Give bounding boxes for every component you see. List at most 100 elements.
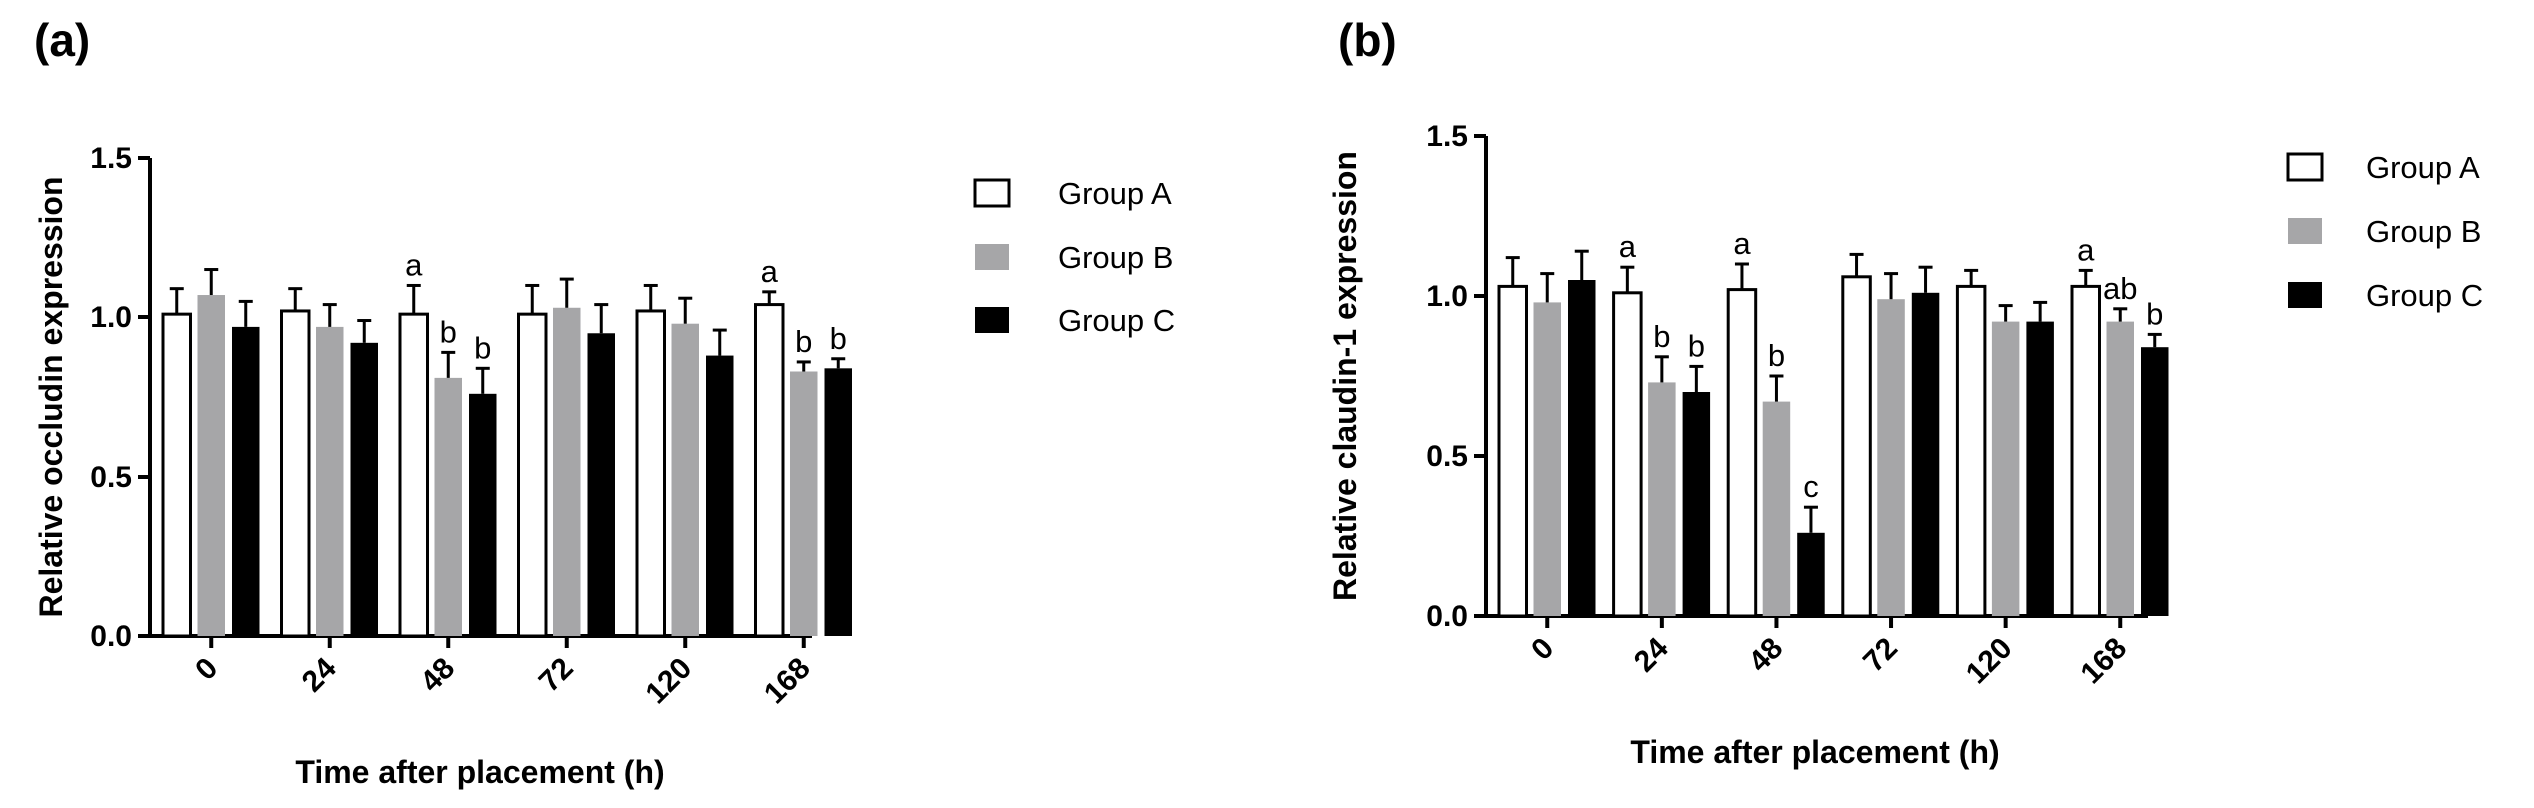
panel-a-ytick-label: 0.0	[90, 620, 132, 653]
panel-a-error-bars	[169, 268, 846, 394]
bar-group-a-72h	[517, 312, 548, 638]
significance-letter: b	[1768, 338, 1785, 373]
panel-b-error-bars	[1505, 249, 2162, 533]
significance-letter: b	[1653, 319, 1670, 354]
bar-group-b-0h	[197, 295, 225, 636]
bar-group-a-48h	[398, 312, 429, 638]
bar-group-b-0h	[1533, 302, 1561, 616]
significance-letter: b	[795, 324, 812, 359]
panel-b-ylabel: Relative claudin-1 expression	[1327, 151, 1363, 601]
bar-group-a-120h	[635, 309, 666, 638]
bar-group-c-48h	[469, 393, 497, 636]
bar-group-a-72h	[1841, 275, 1872, 618]
bar-group-b-24h	[316, 326, 344, 636]
bar-group-a-120h	[1955, 284, 1987, 618]
significance-letter: a	[761, 254, 779, 289]
xtick-label: 24	[296, 651, 343, 698]
xtick-label: 0	[1525, 632, 1560, 667]
significance-letter: b	[440, 314, 457, 349]
panel-b-xlabel: Time after placement (h)	[1630, 734, 1999, 770]
legend-label-group-b: Group B	[2366, 214, 2481, 249]
bar-group-c-0h	[232, 326, 260, 636]
bar-group-b-120h	[1991, 321, 2020, 616]
significance-letter: a	[405, 247, 423, 282]
panel-a-xticks: 0 24 48 72 120 168	[189, 636, 817, 710]
bar-group-b-48h	[1762, 401, 1791, 616]
bar-group-b-24h	[1648, 382, 1676, 616]
xtick-label: 168	[758, 652, 817, 711]
panel-a-ytick-label: 1.0	[90, 301, 132, 334]
panel-b-ytick-label: 1.5	[1426, 120, 1468, 153]
bar-group-a-0h	[1497, 284, 1528, 618]
significance-letter: c	[1803, 469, 1819, 504]
bar-group-a-24h	[1612, 291, 1643, 618]
legend-label-group-b: Group B	[1058, 240, 1173, 275]
panel-b-legend: Group A Group B Group C	[2286, 150, 2483, 313]
bar-group-b-120h	[671, 323, 699, 636]
significance-letter: a	[2077, 232, 2095, 267]
xtick-label: 168	[2074, 632, 2133, 691]
significance-letter: b	[830, 321, 847, 356]
bar-group-c-24h	[1682, 392, 1711, 616]
panel-b: (b) 0.0 0.5 1.0 1.5 Relative claudin-1 e…	[1327, 14, 2483, 770]
legend-swatch-group-a	[973, 178, 1011, 208]
significance-letter: a	[1619, 229, 1637, 264]
legend-swatch-group-a	[2286, 152, 2324, 182]
significance-letter: a	[1733, 226, 1751, 261]
bar-group-c-168h	[2141, 347, 2169, 616]
panel-a-bars	[161, 295, 852, 638]
bar-group-b-48h	[434, 377, 462, 636]
xtick-label: 72	[1857, 632, 1904, 679]
bar-group-a-24h	[280, 309, 311, 638]
legend-swatch-group-b	[975, 244, 1009, 270]
panel-b-label: (b)	[1338, 14, 1397, 66]
bar-group-b-168h	[2106, 321, 2134, 616]
bar-group-a-168h	[754, 303, 785, 638]
panel-a: (a) 0.0 0.5 1.0 1.5 Relative occludin ex…	[33, 14, 1175, 790]
panel-b-bars	[1497, 275, 2169, 618]
legend-swatch-group-b	[2288, 218, 2322, 244]
panel-b-ytick-label: 1.0	[1426, 280, 1468, 313]
bar-group-c-0h	[1568, 280, 1596, 616]
panel-a-ytick-label: 0.5	[90, 461, 132, 494]
bar-group-a-48h	[1726, 288, 1758, 618]
panel-a-legend: Group A Group B Group C	[973, 176, 1175, 338]
legend-swatch-group-c	[975, 307, 1009, 333]
panel-b-ytick-label: 0.5	[1426, 440, 1468, 473]
bar-group-c-72h	[587, 333, 615, 636]
legend-swatch-group-c	[2288, 282, 2322, 308]
xtick-label: 72	[533, 652, 580, 699]
bar-group-b-72h	[1877, 299, 1905, 616]
xtick-label: 48	[1742, 632, 1789, 679]
bar-group-c-24h	[350, 342, 378, 636]
bar-group-b-168h	[790, 371, 818, 636]
panel-b-xticks: 0 24 48 72 120 168	[1525, 616, 2133, 690]
significance-letter: b	[1688, 328, 1705, 363]
panel-a-label: (a)	[34, 14, 90, 66]
legend-label-group-c: Group C	[2366, 278, 2483, 313]
bar-group-c-168h	[824, 368, 852, 636]
significance-letter: b	[474, 330, 491, 365]
bar-group-a-0h	[161, 312, 192, 638]
panel-b-ytick-label: 0.0	[1426, 600, 1468, 633]
bar-group-c-120h	[706, 355, 734, 636]
xtick-label: 120	[1960, 632, 2019, 691]
bar-group-b-72h	[553, 307, 581, 636]
bar-group-a-168h	[2070, 284, 2101, 618]
xtick-label: 24	[1628, 631, 1675, 678]
xtick-label: 120	[639, 652, 698, 711]
legend-label-group-a: Group A	[2366, 150, 2480, 185]
xtick-label: 48	[414, 652, 461, 699]
panel-a-ytick-label: 1.5	[90, 142, 132, 175]
significance-letter: b	[2146, 296, 2163, 331]
xtick-label: 0	[189, 652, 224, 687]
significance-letter: ab	[2103, 271, 2137, 306]
bar-group-c-72h	[1911, 292, 1940, 616]
panel-a-ylabel: Relative occludin expression	[33, 176, 69, 617]
legend-label-group-a: Group A	[1058, 176, 1172, 211]
panel-a-xlabel: Time after placement (h)	[295, 754, 664, 790]
legend-label-group-c: Group C	[1058, 303, 1175, 338]
bar-group-c-48h	[1797, 532, 1825, 616]
